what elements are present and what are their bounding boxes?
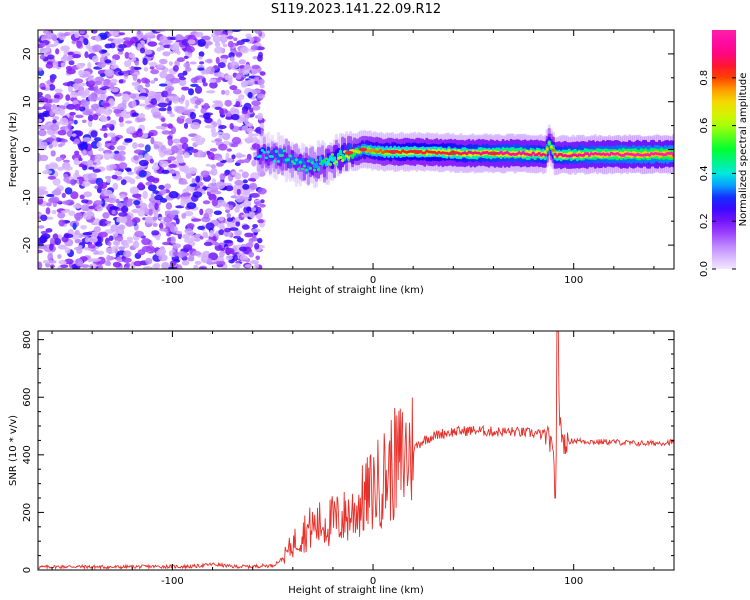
spectrogram-plot-area	[38, 30, 674, 269]
snr-frame	[37, 330, 675, 571]
x-tick-label: 100	[564, 576, 583, 587]
y-tick-label: -20	[22, 237, 33, 253]
x-axis-label: Height of straight line (km)	[288, 285, 424, 296]
colorbar-tick-label: 0.2	[699, 213, 710, 229]
trace-hotspots	[344, 147, 498, 156]
colorbar-tick-label: 0.4	[699, 165, 710, 181]
colorbar-gradient	[712, 30, 736, 269]
x-tick-label: 0	[370, 576, 376, 587]
y-axis-label: SNR (10 * v/v)	[8, 415, 19, 486]
noise-region	[38, 30, 267, 269]
y-tick-label: 800	[22, 330, 33, 349]
chart-title: S119.2023.141.22.09.R12	[270, 2, 442, 17]
colorbar-tick-label: 0.8	[699, 70, 710, 86]
y-tick-label: 10	[22, 95, 33, 108]
x-tick-label: 100	[564, 275, 583, 286]
x-tick-label: -100	[161, 576, 184, 587]
snr-series-line	[38, 331, 674, 570]
y-tick-label: 400	[22, 445, 33, 464]
x-tick-label: 0	[370, 275, 376, 286]
y-axis-label: Frequency (Hz)	[8, 112, 19, 188]
colorbar: 0.0 0.2 0.4 0.6 0.8 Normalized spectral ampli…	[699, 30, 749, 277]
y-tick-label: 0	[22, 567, 33, 573]
snr-panel: -100 0 100 0 200 400 600 800 Height of straight …	[8, 330, 675, 596]
colorbar-tick-label: 0.0	[699, 261, 710, 277]
colorbar-label: Normalized spectral amplitude	[738, 73, 749, 227]
colorbar-tick-label: 0.6	[699, 118, 710, 134]
y-tick-label: 0	[22, 146, 33, 152]
y-tick-label: 200	[22, 503, 33, 522]
y-tick-label: -10	[22, 189, 33, 205]
y-tick-label: 20	[22, 48, 33, 61]
x-axis-label: Height of straight line (km)	[288, 585, 424, 596]
signal-trace	[256, 124, 674, 189]
x-tick-label: -100	[161, 275, 184, 286]
y-tick-label: 600	[22, 388, 33, 407]
